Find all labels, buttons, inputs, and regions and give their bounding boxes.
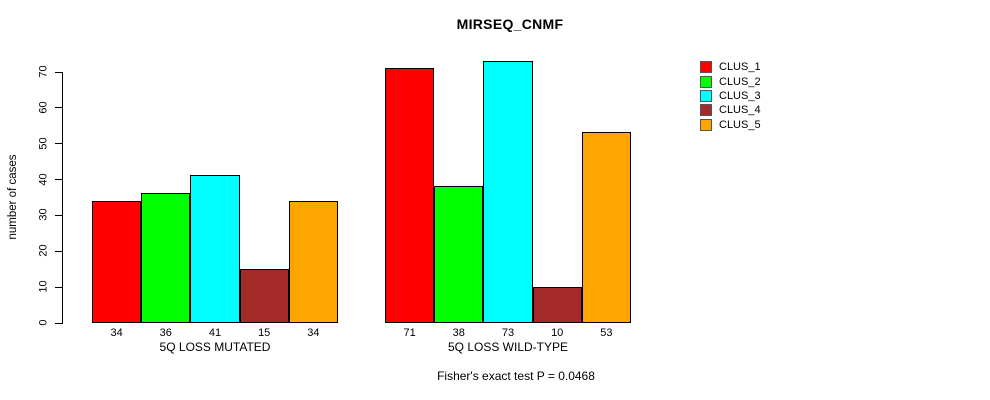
bar-clus_2-group1 (141, 193, 191, 324)
y-tick-label: 60 (37, 101, 50, 114)
y-tick-label: 20 (37, 244, 50, 257)
y-tick-label: 40 (37, 172, 50, 186)
legend-swatch-icon (700, 89, 712, 102)
bar-value-label: 34 (110, 327, 123, 339)
legend: CLUS_1 CLUS_2 CLUS_3 CLUS_4 CLUS_5 (700, 60, 761, 132)
legend-item-clus_5: CLUS_5 (700, 118, 761, 132)
bar-clus_1-group2 (385, 67, 435, 324)
bar-value-label: 15 (258, 327, 271, 339)
bar-clus_4-group1 (239, 268, 289, 324)
bar-clus_5-group2 (581, 132, 631, 324)
y-tick-label: 30 (37, 208, 50, 222)
legend-swatch-icon (700, 61, 712, 74)
legend-swatch-icon (700, 75, 712, 88)
legend-swatch-icon (700, 104, 712, 117)
bar-value-label: 38 (452, 327, 465, 339)
y-tick-mark (55, 179, 62, 181)
bar-value-label: 34 (307, 327, 320, 339)
y-tick-mark (55, 322, 62, 324)
legend-swatch-icon (700, 118, 712, 131)
bar-clus_1-group1 (92, 200, 142, 324)
legend-item-clus_1: CLUS_1 (700, 60, 761, 74)
legend-item-clus_3: CLUS_3 (700, 89, 761, 103)
y-axis-line (62, 71, 63, 324)
y-tick-mark (55, 143, 62, 145)
y-tick-mark (55, 71, 62, 73)
legend-item-clus_2: CLUS_2 (700, 74, 761, 88)
bar-clus_3-group2 (483, 60, 533, 324)
caption: Fisher's exact test P = 0.0468 (437, 369, 595, 383)
legend-label: CLUS_5 (719, 118, 761, 131)
y-tick-mark (55, 286, 62, 288)
y-tick-label: 0 (37, 319, 50, 326)
legend-label: CLUS_4 (719, 104, 761, 117)
legend-label: CLUS_3 (719, 89, 761, 102)
bar-clus_3-group1 (190, 175, 240, 324)
group-label: 5Q LOSS WILD-TYPE (447, 340, 569, 354)
bar-value-label: 71 (403, 327, 416, 339)
bar-clus_4-group2 (532, 286, 582, 324)
legend-label: CLUS_2 (719, 75, 761, 88)
legend-label: CLUS_1 (719, 61, 761, 74)
y-tick-label: 10 (37, 280, 50, 293)
bar-value-label: 41 (208, 327, 222, 339)
y-tick-label: 70 (37, 65, 50, 78)
bar-value-label: 36 (159, 327, 172, 339)
bar-clus_2-group2 (434, 186, 484, 324)
group-label: 5Q LOSS MUTATED (159, 340, 271, 354)
bar-value-label: 73 (501, 327, 515, 339)
bar-clus_5-group1 (288, 200, 338, 324)
bar-value-label: 53 (600, 327, 613, 339)
chart-title: MIRSEQ_CNMF (456, 16, 564, 32)
y-axis-label: number of cases (7, 154, 19, 240)
y-tick-mark (55, 250, 62, 252)
y-tick-label: 50 (37, 137, 50, 150)
y-tick-mark (55, 107, 62, 109)
bar-value-label: 10 (551, 327, 564, 339)
legend-item-clus_4: CLUS_4 (700, 103, 761, 117)
y-tick-mark (55, 214, 62, 216)
